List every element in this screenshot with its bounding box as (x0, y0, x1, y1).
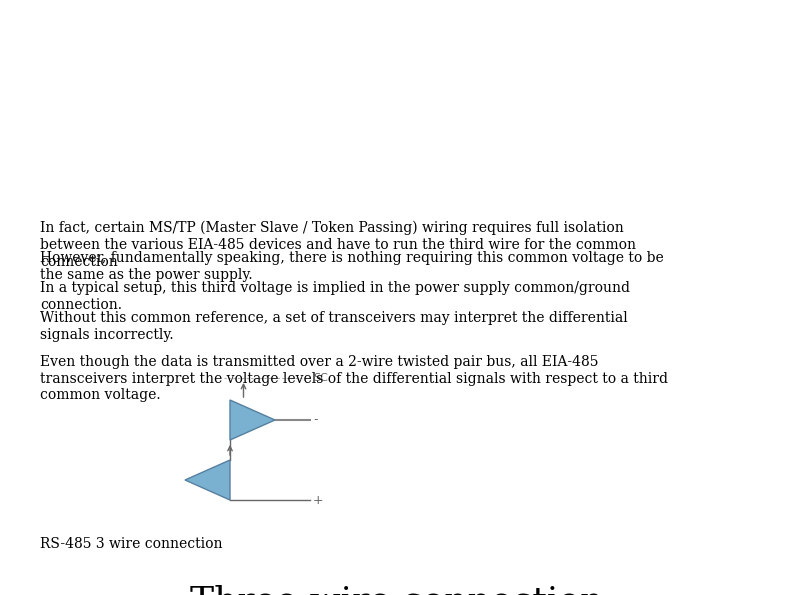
Text: +: + (313, 493, 324, 506)
Text: In a typical setup, this third voltage is implied in the power supply common/gro: In a typical setup, this third voltage i… (40, 281, 630, 312)
Text: Without this common reference, a set of transceivers may interpret the different: Without this common reference, a set of … (40, 311, 628, 342)
Text: SC: SC (313, 373, 328, 383)
Text: However, fundamentally speaking, there is nothing requiring this common voltage : However, fundamentally speaking, there i… (40, 251, 664, 282)
Polygon shape (230, 400, 275, 440)
Text: Three-wire connection: Three-wire connection (191, 585, 603, 595)
Text: Even though the data is transmitted over a 2-wire twisted pair bus, all EIA-485
: Even though the data is transmitted over… (40, 355, 668, 402)
Text: -: - (313, 414, 318, 427)
Text: RS-485 3 wire connection: RS-485 3 wire connection (40, 537, 222, 551)
Polygon shape (185, 460, 230, 500)
Text: In fact, certain MS/TP (Master Slave / Token Passing) wiring requires full isola: In fact, certain MS/TP (Master Slave / T… (40, 221, 636, 269)
